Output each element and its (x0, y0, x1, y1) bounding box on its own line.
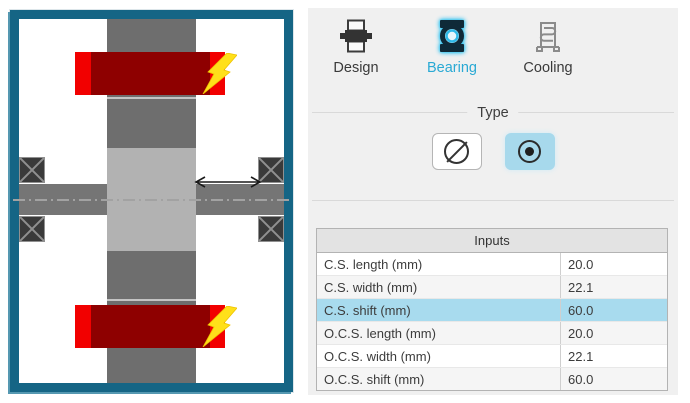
coil-end-top-core (91, 52, 210, 95)
bearing-symbol-right-bottom (258, 216, 284, 242)
fisheye-icon (518, 140, 541, 163)
tab-bearing[interactable]: Bearing (416, 14, 488, 76)
cooling-icon (529, 14, 567, 58)
row-label: O.C.S. length (mm) (324, 325, 436, 341)
row-value[interactable]: 20.0 (560, 253, 667, 275)
row-label: C.S. length (mm) (324, 256, 423, 272)
bearing-symbol-left-top (19, 157, 45, 183)
row-value[interactable]: 20.0 (560, 322, 667, 344)
core-boundary-line-top (107, 97, 196, 99)
table-row[interactable]: C.S. shift (mm) 60.0 (317, 298, 667, 321)
bearing-settings-panel: Design Bearing (308, 8, 678, 395)
lightning-icon (202, 306, 237, 347)
tab-design[interactable]: Design (320, 14, 392, 76)
core-boundary-line-bottom (107, 299, 196, 301)
empty-set-icon (444, 139, 469, 164)
row-value[interactable]: 22.1 (560, 345, 667, 367)
table-row[interactable]: C.S. width (mm) 22.1 (317, 275, 667, 298)
type-options (308, 133, 678, 170)
shift-dimension-arrow-icon (194, 176, 262, 188)
design-icon (337, 14, 375, 58)
type-option-shift-button[interactable] (504, 133, 555, 170)
toolbar: Design Bearing (320, 14, 584, 76)
bearing-symbol-right-top (258, 157, 284, 183)
motor-cross-section-diagram (10, 10, 293, 392)
inputs-table-header: Inputs (317, 229, 667, 253)
coil-end-bottom-core (91, 305, 210, 348)
coil-end-top (75, 52, 237, 95)
inputs-table-body: C.S. length (mm) 20.0 C.S. width (mm) 22… (317, 253, 667, 390)
tab-design-label: Design (333, 60, 379, 76)
row-value[interactable]: 22.1 (560, 276, 667, 298)
row-value[interactable]: 60.0 (560, 368, 667, 390)
lightning-icon (202, 53, 237, 94)
axis-centerline (13, 199, 293, 201)
type-group-separator: Type (312, 104, 674, 121)
tab-bearing-label: Bearing (427, 60, 477, 76)
bearing-icon (433, 14, 471, 58)
row-value[interactable]: 60.0 (560, 299, 667, 321)
row-label: C.S. shift (mm) (324, 302, 411, 318)
inputs-table: Inputs C.S. length (mm) 20.0 C.S. width … (316, 228, 668, 391)
section-divider (312, 200, 674, 201)
tab-cooling[interactable]: Cooling (512, 14, 584, 76)
table-row[interactable]: O.C.S. shift (mm) 60.0 (317, 367, 667, 390)
bearing-symbol-left-bottom (19, 216, 45, 242)
row-label: O.C.S. width (mm) (324, 348, 431, 364)
coil-end-bottom (75, 305, 237, 348)
tab-cooling-label: Cooling (523, 60, 573, 76)
row-label: C.S. width (mm) (324, 279, 418, 295)
row-label: O.C.S. shift (mm) (324, 371, 425, 387)
table-row[interactable]: C.S. length (mm) 20.0 (317, 253, 667, 275)
table-row[interactable]: O.C.S. length (mm) 20.0 (317, 321, 667, 344)
type-group-title: Type (467, 104, 519, 121)
type-option-no-shift-button[interactable] (431, 133, 482, 170)
table-row[interactable]: O.C.S. width (mm) 22.1 (317, 344, 667, 367)
